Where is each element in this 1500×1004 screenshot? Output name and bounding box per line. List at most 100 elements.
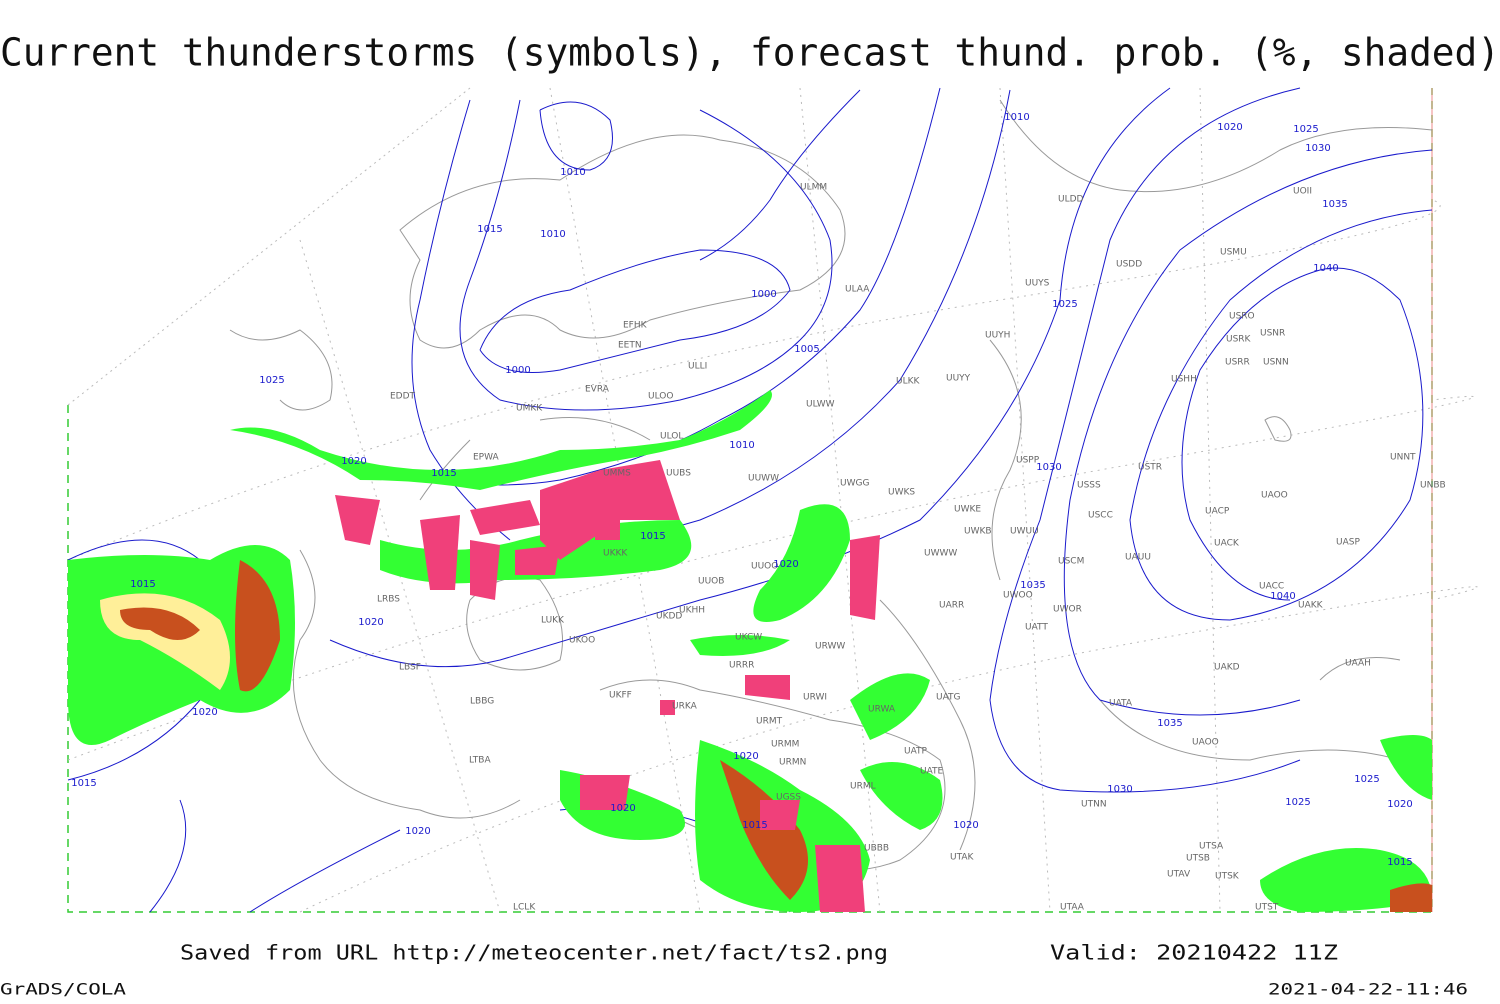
valid-time: Valid: 20210422 11Z	[1050, 941, 1338, 965]
station-label: UAAH	[1345, 659, 1371, 669]
station-label: UTSA	[1199, 842, 1224, 852]
map-edge	[67, 87, 471, 406]
station-label: USDD	[1116, 260, 1142, 270]
isobar-label: 1015	[742, 820, 767, 831]
station-label: ULOL	[660, 432, 683, 442]
station-label: UATP	[904, 747, 928, 757]
station-label: URMM	[771, 740, 799, 750]
station-label: EVRA	[585, 385, 610, 395]
station-label: UATG	[936, 693, 961, 703]
station-label: UWKS	[888, 488, 915, 498]
isobar-label: 1035	[1322, 199, 1347, 210]
title: Current thunderstorms (symbols), forecas…	[0, 31, 1500, 75]
station-label: UATT	[1025, 623, 1048, 633]
station-label: ULDD	[1058, 195, 1084, 205]
isobar-label: 1020	[1387, 799, 1412, 810]
isobar-label: 1020	[358, 617, 383, 628]
isobar-label: 1035	[1157, 718, 1182, 729]
isobar-label: 1025	[1285, 797, 1310, 808]
isobar-label: 1020	[610, 803, 635, 814]
station-label: UTNN	[1081, 800, 1107, 810]
station-label: UUYS	[1025, 279, 1050, 289]
isobar-label: 1040	[1270, 591, 1295, 602]
station-label: UAKK	[1298, 601, 1324, 611]
station-label: ULAA	[845, 285, 870, 295]
timestamp: 2021-04-22-11:46	[1268, 980, 1468, 999]
station-label: EETN	[618, 341, 642, 351]
station-label: UKOO	[569, 636, 595, 646]
station-label: USHH	[1171, 375, 1197, 385]
station-label: UTSK	[1215, 872, 1240, 882]
station-label: UKCW	[735, 633, 762, 643]
station-label: UTAV	[1167, 870, 1191, 880]
isobar-label: 1025	[1052, 299, 1077, 310]
isobar-label: 1000	[751, 289, 776, 300]
station-label: LTBA	[469, 756, 491, 766]
station-label: LCLK	[513, 903, 536, 913]
station-label: UTAK	[950, 853, 975, 863]
station-label: UTST	[1255, 903, 1279, 913]
station-label: UWKE	[954, 505, 981, 515]
isobar-label: 1015	[477, 224, 502, 235]
station-label: USCC	[1088, 511, 1113, 521]
isobar	[67, 87, 1433, 913]
station-label: UUWW	[748, 474, 779, 484]
station-label: LUKK	[541, 616, 565, 626]
station-label: UOII	[1293, 187, 1312, 197]
isobar-label: 1015	[431, 468, 456, 479]
station-label: UWWW	[924, 549, 957, 559]
station-label: UUYY	[946, 374, 971, 384]
station-label: URRR	[729, 661, 754, 671]
isobar-label: 1040	[1313, 263, 1338, 274]
station-label: UTAA	[1060, 903, 1085, 913]
station-label: UUOO	[751, 562, 778, 572]
station-label: UWKB	[964, 527, 992, 537]
station-label: UAKD	[1214, 663, 1240, 673]
station-label: USTR	[1138, 463, 1162, 473]
station-label: URMT	[756, 717, 783, 727]
station-label: UASP	[1336, 538, 1360, 548]
station-label: URWW	[815, 642, 845, 652]
station-label: UAOO	[1261, 491, 1288, 501]
station-label: UACP	[1205, 507, 1230, 517]
isobar-label: 1010	[560, 167, 585, 178]
isobar-label: 1015	[71, 778, 96, 789]
map-labels: ULMM ULDD UOII ULAA EFHK EETN ULLI EVRA ULOO UMKK…	[71, 112, 1445, 913]
isobar-label: 1015	[1387, 857, 1412, 868]
isobar-label: 1030	[1036, 462, 1061, 473]
station-label: LBSF	[399, 663, 421, 673]
isobar-label: 1030	[1305, 143, 1330, 154]
isobar-label: 1020	[733, 751, 758, 762]
map-layout	[67, 87, 1479, 913]
isobar-label: 1015	[640, 531, 665, 542]
station-label: UWOO	[1003, 591, 1033, 601]
station-label: UKDD	[656, 612, 682, 622]
isobar-label: 1020	[953, 820, 978, 831]
station-label: UNBB	[1420, 481, 1446, 491]
isobar-label: 1010	[1004, 112, 1029, 123]
station-label: UATA	[1109, 699, 1133, 709]
isobar-label: 1025	[1293, 124, 1318, 135]
station-label: UKKK	[603, 549, 628, 559]
station-label: USMU	[1220, 248, 1247, 258]
isobar-label: 1010	[729, 440, 754, 451]
isobar-label: 1005	[794, 344, 819, 355]
station-label: EFHK	[623, 321, 648, 331]
station-label: UATE	[920, 767, 944, 777]
station-label: ULWW	[806, 400, 835, 410]
station-label: USPP	[1016, 456, 1040, 466]
station-label: UWUU	[1010, 527, 1039, 537]
station-label: UWGG	[840, 479, 869, 489]
station-label: UTSB	[1186, 854, 1210, 864]
station-label: USSS	[1077, 481, 1101, 491]
coastline	[229, 99, 1433, 871]
station-label: LBBG	[470, 697, 494, 707]
station-label: ULKK	[896, 377, 921, 387]
isobar-label: 1030	[1107, 784, 1132, 795]
station-label: USRK	[1226, 335, 1252, 345]
storm-symbols	[335, 460, 880, 912]
station-label: UUOB	[698, 577, 724, 587]
station-label: UWOR	[1053, 605, 1082, 615]
station-label: UMMS	[603, 469, 631, 479]
